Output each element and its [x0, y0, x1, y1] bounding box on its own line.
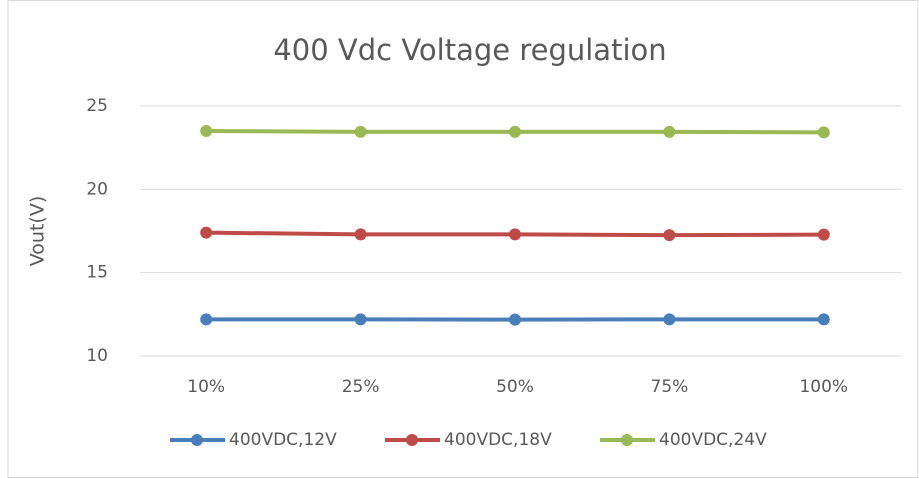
- data-point: [663, 125, 676, 138]
- data-point: [354, 313, 367, 326]
- legend-marker: [406, 434, 418, 446]
- data-point: [509, 313, 521, 326]
- data-point: [817, 313, 830, 326]
- x-tick-label: 50%: [496, 377, 534, 397]
- chart-title: 400 Vdc Voltage regulation: [273, 33, 666, 67]
- data-point: [200, 226, 213, 239]
- y-tick-label: 15: [86, 263, 108, 283]
- legend-label: 400VDC,24V: [659, 430, 767, 450]
- data-point: [663, 229, 676, 242]
- y-tick-label: 10: [86, 346, 108, 366]
- x-tick-label: 75%: [651, 377, 689, 397]
- data-point: [200, 313, 213, 326]
- chart-frame: [7, 0, 919, 478]
- legend-marker: [191, 434, 203, 446]
- legend-label: 400VDC,12V: [229, 430, 337, 450]
- data-point: [817, 228, 830, 241]
- x-tick-label: 100%: [799, 377, 848, 397]
- data-point: [509, 228, 521, 241]
- data-point: [817, 126, 830, 139]
- data-point: [509, 125, 521, 138]
- x-tick-label: 25%: [342, 377, 380, 397]
- data-point: [354, 228, 367, 241]
- data-point: [663, 313, 676, 326]
- data-point: [200, 125, 213, 137]
- legend-label: 400VDC,18V: [444, 430, 552, 450]
- legend-marker: [621, 434, 633, 446]
- y-tick-label: 20: [86, 179, 108, 199]
- x-tick-label: 10%: [187, 377, 225, 397]
- y-tick-label: 25: [86, 96, 108, 116]
- data-point: [354, 125, 367, 138]
- y-axis-label: Vout(V): [27, 196, 49, 266]
